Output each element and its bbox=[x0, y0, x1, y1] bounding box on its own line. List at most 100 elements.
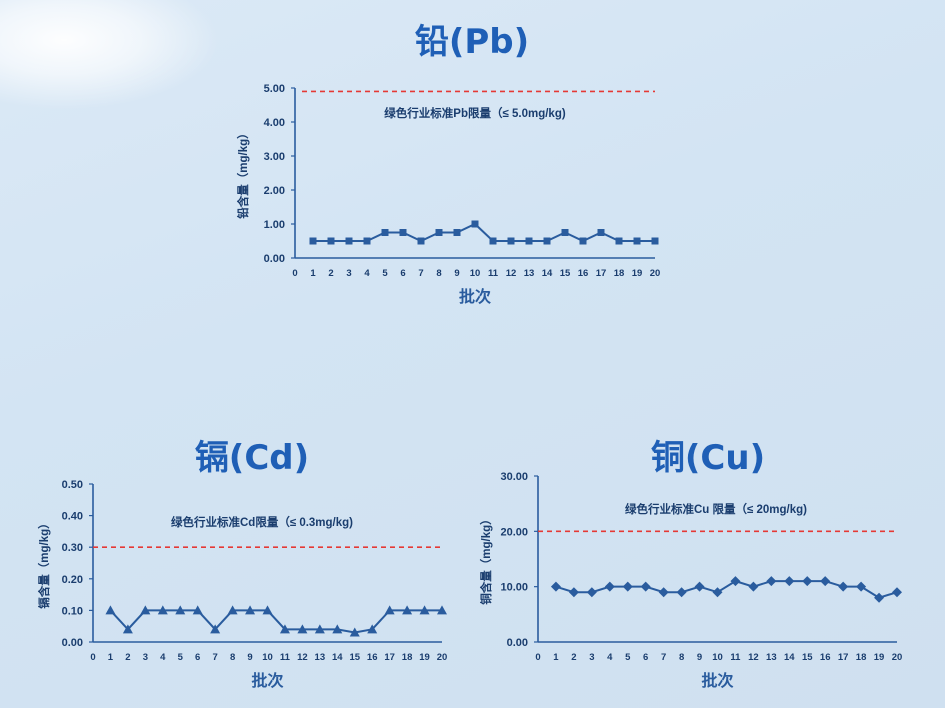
cu-data-point bbox=[820, 576, 831, 587]
cu-data-point bbox=[856, 581, 867, 592]
cd-y-tick-label: 0.10 bbox=[62, 605, 83, 617]
cd-data-point bbox=[262, 605, 273, 615]
cu-y-tick-label: 20.00 bbox=[500, 526, 528, 538]
cd-x-tick-label: 0 bbox=[90, 652, 95, 663]
cu-x-tick-label: 12 bbox=[748, 652, 759, 663]
cu-data-point bbox=[550, 581, 561, 592]
cd-x-tick-label: 19 bbox=[419, 652, 430, 663]
cu-x-tick-label: 7 bbox=[661, 652, 666, 663]
pb-x-tick-label: 13 bbox=[524, 268, 535, 279]
pb-data-point bbox=[399, 229, 407, 236]
cu-x-tick-label: 18 bbox=[856, 652, 867, 663]
cd-x-tick-label: 6 bbox=[195, 652, 200, 663]
pb-chart: 0.001.002.003.004.005.000 1 2 3 4 5 6 7 8 9 10 11 12… bbox=[236, 83, 661, 306]
cd-x-tick-label: 5 bbox=[178, 652, 184, 663]
cd-y-tick-label: 0.20 bbox=[62, 574, 83, 586]
cd-data-point bbox=[297, 624, 308, 634]
cu-y-tick-label: 30.00 bbox=[500, 471, 528, 483]
cu-x-tick-label: 13 bbox=[766, 652, 777, 663]
pb-x-tick-label: 15 bbox=[560, 268, 571, 279]
cd-x-tick-label: 15 bbox=[349, 652, 360, 663]
cd-x-tick-label: 16 bbox=[367, 652, 378, 663]
pb-chart-title: 铅(Pb) bbox=[414, 22, 530, 62]
pb-x-tick-label: 0 bbox=[292, 268, 297, 279]
pb-x-tick-label: 16 bbox=[578, 268, 589, 279]
cu-x-tick-label: 20 bbox=[892, 652, 903, 663]
cu-limit-label: 绿色行业标准Cu 限量（≤ 20mg/kg) bbox=[625, 502, 807, 516]
pb-data-point bbox=[561, 229, 569, 236]
pb-y-tick-label: 4.00 bbox=[264, 117, 285, 129]
pb-data-point bbox=[471, 220, 479, 228]
cd-x-tick-label: 13 bbox=[315, 652, 326, 663]
pb-x-tick-label: 4 bbox=[364, 268, 370, 279]
cd-y-tick-label: 0.50 bbox=[62, 479, 83, 491]
cu-x-tick-label: 15 bbox=[802, 652, 813, 663]
cu-x-tick-label: 16 bbox=[820, 652, 831, 663]
cu-data-point bbox=[604, 581, 615, 592]
cd-data-point bbox=[419, 605, 430, 615]
pb-data-point bbox=[417, 237, 425, 245]
cu-data-point bbox=[586, 587, 597, 598]
cu-x-tick-label: 1 bbox=[553, 652, 559, 663]
cd-data-point bbox=[384, 605, 395, 615]
cu-x-tick-label: 14 bbox=[784, 652, 795, 663]
cu-chart-title: 铜(Cu) bbox=[650, 438, 766, 478]
pb-x-tick-label: 10 bbox=[470, 268, 481, 279]
cu-x-tick-label: 2 bbox=[571, 652, 576, 663]
pb-data-point bbox=[435, 229, 443, 236]
cu-x-axis-label: 批次 bbox=[701, 671, 733, 690]
pb-data-point bbox=[633, 237, 641, 245]
cu-data-point bbox=[568, 587, 579, 598]
cd-data-point bbox=[105, 605, 116, 615]
cd-x-tick-label: 1 bbox=[108, 652, 114, 663]
cu-series-line bbox=[555, 580, 898, 599]
pb-data-point bbox=[453, 229, 461, 236]
cu-x-tick-label: 9 bbox=[697, 652, 702, 663]
pb-x-tick-label: 12 bbox=[506, 268, 517, 279]
cu-data-point bbox=[802, 576, 813, 587]
cu-x-tick-label: 0 bbox=[535, 652, 540, 663]
cu-x-tick-label: 8 bbox=[679, 652, 684, 663]
cd-data-point bbox=[175, 605, 186, 615]
pb-x-tick-label: 20 bbox=[650, 268, 661, 279]
cu-data-point bbox=[892, 587, 902, 598]
cu-x-tick-label: 5 bbox=[625, 652, 631, 663]
pb-data-point bbox=[651, 237, 659, 245]
cu-y-axis-label: 铜含量（mg/kg） bbox=[479, 513, 493, 605]
pb-y-tick-label: 2.00 bbox=[264, 185, 285, 197]
cd-x-tick-label: 11 bbox=[280, 652, 291, 663]
cd-data-point bbox=[402, 605, 413, 615]
pb-y-tick-label: 1.00 bbox=[264, 219, 285, 231]
cu-x-tick-label: 19 bbox=[874, 652, 885, 663]
cd-data-point bbox=[437, 605, 447, 615]
cd-limit-label: 绿色行业标准Cd限量（≤ 0.3mg/kg) bbox=[171, 515, 353, 529]
cd-data-point bbox=[140, 605, 151, 615]
pb-data-point bbox=[381, 229, 389, 236]
cu-data-point bbox=[730, 576, 741, 587]
pb-x-tick-label: 17 bbox=[596, 268, 607, 279]
cd-x-tick-label: 20 bbox=[437, 652, 448, 663]
pb-x-tick-label: 11 bbox=[488, 268, 499, 279]
pb-data-point bbox=[489, 237, 497, 245]
cd-x-tick-label: 18 bbox=[402, 652, 413, 663]
cd-y-tick-label: 0.40 bbox=[62, 511, 83, 523]
cd-x-tick-label: 10 bbox=[262, 652, 273, 663]
cd-y-tick-label: 0.30 bbox=[62, 542, 83, 554]
cd-x-tick-label: 4 bbox=[160, 652, 166, 663]
pb-data-point bbox=[579, 237, 587, 245]
cd-x-tick-label: 14 bbox=[332, 652, 343, 663]
pb-data-point bbox=[597, 229, 605, 236]
cd-data-point bbox=[349, 627, 360, 637]
cd-data-point bbox=[314, 624, 325, 634]
pb-x-tick-label: 1 bbox=[310, 268, 316, 279]
pb-x-tick-label: 3 bbox=[346, 268, 351, 279]
cu-x-tick-label: 17 bbox=[838, 652, 849, 663]
cu-x-tick-label: 4 bbox=[607, 652, 613, 663]
cd-x-tick-label: 2 bbox=[125, 652, 130, 663]
pb-data-point bbox=[543, 237, 551, 245]
cd-x-tick-label: 9 bbox=[247, 652, 252, 663]
pb-data-point bbox=[309, 237, 317, 245]
cu-y-tick-label: 10.00 bbox=[500, 582, 528, 594]
cd-x-tick-label: 12 bbox=[297, 652, 308, 663]
pb-x-tick-label: 14 bbox=[542, 268, 553, 279]
